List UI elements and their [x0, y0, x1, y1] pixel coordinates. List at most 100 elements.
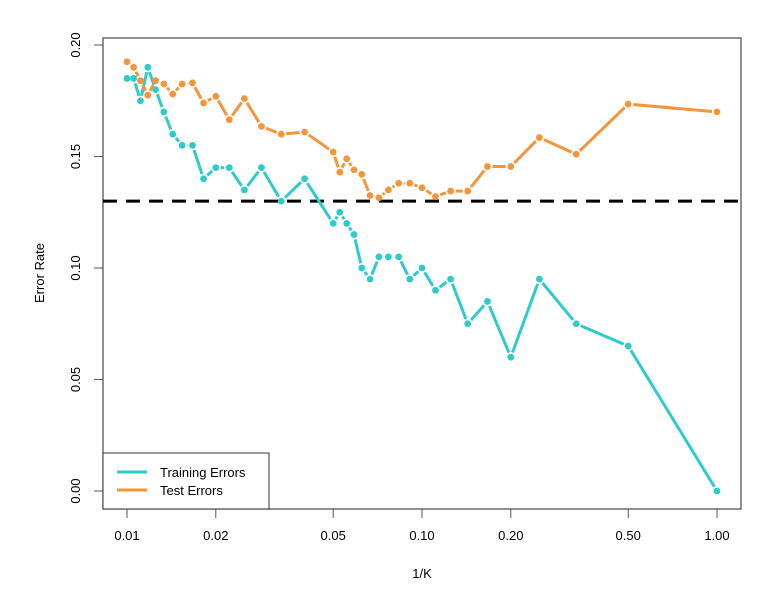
- data-point: [278, 198, 285, 205]
- series-segment: [372, 261, 377, 274]
- data-point: [432, 287, 439, 294]
- series-segment: [633, 105, 712, 112]
- data-point: [160, 81, 167, 88]
- data-point: [278, 131, 285, 138]
- data-point: [130, 64, 137, 71]
- series-segment: [232, 103, 241, 116]
- legend-box: [103, 453, 269, 509]
- x-tick-label: 0.10: [409, 528, 434, 543]
- data-point: [385, 253, 392, 260]
- series-segment: [247, 172, 258, 186]
- x-tick-label: 0.01: [114, 528, 139, 543]
- data-point: [406, 276, 413, 283]
- data-point: [367, 192, 374, 199]
- series-segment: [136, 72, 138, 76]
- series-segment: [631, 350, 715, 486]
- series-segment: [580, 108, 625, 151]
- data-point: [336, 209, 343, 216]
- series-segment: [309, 135, 329, 149]
- series-segment: [157, 94, 162, 107]
- data-point: [395, 180, 402, 187]
- data-point: [714, 109, 721, 116]
- series-segment: [364, 179, 369, 191]
- data-point: [464, 320, 471, 327]
- data-point: [241, 187, 248, 194]
- data-point: [179, 142, 186, 149]
- x-tick-label: 0.20: [498, 528, 523, 543]
- legend-label-training: Training Errors: [160, 465, 246, 480]
- data-point: [343, 155, 350, 162]
- data-point: [226, 164, 233, 171]
- series-segment: [471, 170, 484, 187]
- data-point: [169, 91, 176, 98]
- data-point: [714, 488, 721, 495]
- series-segment: [176, 88, 179, 91]
- series-segment: [349, 163, 351, 166]
- x-axis-label: 1/K: [412, 566, 432, 581]
- data-point: [432, 193, 439, 200]
- y-tick-label: 0.20: [68, 32, 83, 57]
- series-test: [124, 58, 721, 201]
- data-point: [200, 175, 207, 182]
- data-point: [367, 276, 374, 283]
- data-point: [351, 231, 358, 238]
- y-tick-label: 0.10: [68, 255, 83, 280]
- data-point: [385, 187, 392, 194]
- series-segment: [342, 216, 344, 219]
- series-segment: [513, 284, 538, 353]
- series-segment: [413, 271, 418, 275]
- data-point: [258, 164, 265, 171]
- x-tick-label: 1.00: [704, 528, 729, 543]
- data-point: [625, 343, 632, 350]
- data-point: [536, 276, 543, 283]
- series-segment: [365, 272, 367, 275]
- series-segment: [167, 88, 169, 91]
- data-point: [212, 164, 219, 171]
- series-segment: [176, 138, 179, 142]
- series-segment: [440, 193, 446, 195]
- series-segment: [335, 157, 338, 168]
- series-segment: [336, 217, 337, 220]
- data-point: [137, 97, 144, 104]
- series-segment: [264, 172, 279, 197]
- series-segment: [489, 306, 508, 353]
- plot-frame: [103, 38, 741, 509]
- data-point: [130, 75, 137, 82]
- data-point: [301, 175, 308, 182]
- series-segment: [342, 163, 344, 168]
- legend: Training Errors Test Errors: [103, 453, 269, 509]
- data-point: [625, 101, 632, 108]
- data-point: [351, 166, 358, 173]
- series-group: [124, 58, 721, 494]
- data-point: [169, 131, 176, 138]
- data-point: [152, 77, 159, 84]
- series-segment: [383, 193, 385, 194]
- series-segment: [401, 261, 408, 274]
- series-segment: [208, 99, 211, 101]
- series-segment: [543, 283, 573, 320]
- series-segment: [142, 72, 147, 96]
- series-segment: [440, 282, 447, 287]
- x-tick-label: 0.02: [203, 528, 228, 543]
- y-tick-label: 0.05: [68, 367, 83, 392]
- data-point: [330, 149, 337, 156]
- series-segment: [425, 272, 433, 286]
- data-point: [358, 265, 365, 272]
- series-segment: [232, 172, 241, 186]
- data-point: [258, 123, 265, 130]
- series-segment: [452, 284, 466, 319]
- data-point: [484, 163, 491, 170]
- data-point: [189, 80, 196, 87]
- series-segment: [285, 182, 301, 197]
- series-training: [124, 64, 721, 495]
- y-tick-label: 0.00: [68, 478, 83, 503]
- data-point: [507, 163, 514, 170]
- data-point: [336, 169, 343, 176]
- series-segment: [286, 132, 299, 133]
- data-point: [330, 220, 337, 227]
- data-point: [241, 95, 248, 102]
- series-segment: [349, 228, 351, 231]
- data-point: [144, 64, 151, 71]
